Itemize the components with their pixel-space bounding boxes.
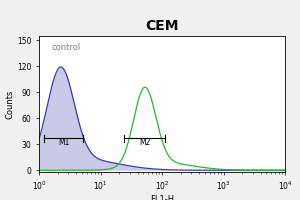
Text: control: control [51,43,80,52]
X-axis label: FL1-H: FL1-H [150,195,174,200]
Text: M1: M1 [58,138,69,147]
Y-axis label: Counts: Counts [5,89,14,119]
Text: M2: M2 [139,138,150,147]
Title: CEM: CEM [145,19,179,33]
